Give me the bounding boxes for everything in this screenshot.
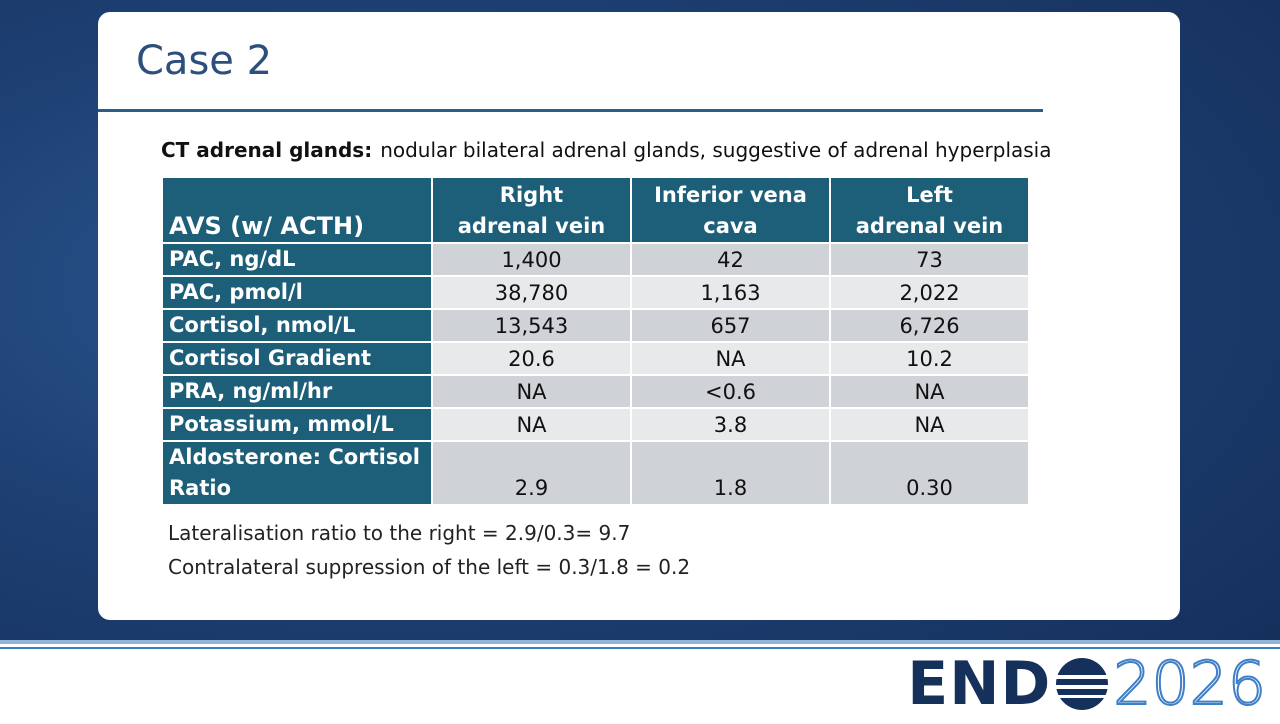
- header-row: AVS (w/ ACTH) Right adrenal vein Inferior v…: [161, 176, 1030, 244]
- cell: 2,022: [829, 275, 1030, 310]
- logo-year: 2026: [1112, 648, 1267, 720]
- note-line: Lateralisation ratio to the right = 2.9/…: [168, 521, 631, 545]
- header-cell: Left adrenal vein: [829, 176, 1030, 244]
- cell: 73: [829, 242, 1030, 277]
- logo-globe: [1053, 658, 1112, 710]
- row-label: Aldosterone: Cortisol Ratio: [161, 440, 433, 506]
- title-rule: [98, 109, 1043, 112]
- header-cell: Right adrenal vein: [431, 176, 632, 244]
- header-line: Right: [499, 183, 564, 207]
- header-cell: Inferior vena cava: [630, 176, 831, 244]
- logo: END 2026: [907, 648, 1267, 720]
- header-cell: AVS (w/ ACTH): [161, 176, 433, 244]
- header-line: cava: [703, 214, 758, 238]
- cell: 1.8: [630, 440, 831, 506]
- row-label: Cortisol Gradient: [161, 341, 433, 376]
- cell: NA: [630, 341, 831, 376]
- notes: Lateralisation ratio to the right = 2.9/…: [168, 516, 690, 584]
- slide-card: Case 2 CT adrenal glands: nodular bilater…: [98, 12, 1180, 620]
- slide-title: Case 2: [136, 38, 273, 84]
- table-row: PRA, ng/ml/hr NA <0.6 NA: [161, 374, 1030, 409]
- intro-label: CT adrenal glands:: [161, 138, 373, 162]
- cell: NA: [431, 374, 632, 409]
- cell: 1,400: [431, 242, 632, 277]
- table-body: PAC, ng/dL 1,400 42 73 PAC, pmol/l 38,780 1,16…: [161, 242, 1030, 506]
- cell: 13,543: [431, 308, 632, 343]
- intro-text: nodular bilateral adrenal glands, sugges…: [380, 138, 1052, 162]
- cell: NA: [829, 407, 1030, 442]
- row-label: PAC, ng/dL: [161, 242, 433, 277]
- intro: CT adrenal glands: nodular bilateral adre…: [161, 138, 1051, 162]
- header-line: Inferior vena: [654, 183, 807, 207]
- table-row: Aldosterone: Cortisol Ratio 2.9 1.8 0.30: [161, 440, 1030, 506]
- cell: 38,780: [431, 275, 632, 310]
- table-row: Potassium, mmol/L NA 3.8 NA: [161, 407, 1030, 442]
- table-row: PAC, ng/dL 1,400 42 73: [161, 242, 1030, 277]
- cell: 2.9: [431, 440, 632, 506]
- table-row: Cortisol Gradient 20.6 NA 10.2: [161, 341, 1030, 376]
- cell: NA: [829, 374, 1030, 409]
- cell: 42: [630, 242, 831, 277]
- row-label: PAC, pmol/l: [161, 275, 433, 310]
- cell: 6,726: [829, 308, 1030, 343]
- cell: 1,163: [630, 275, 831, 310]
- header-line: Left: [906, 183, 953, 207]
- note-line: Contralateral suppression of the left = …: [168, 555, 691, 579]
- cell: 10.2: [829, 341, 1030, 376]
- row-label: Potassium, mmol/L: [161, 407, 433, 442]
- cell: 0.30: [829, 440, 1030, 506]
- row-label: PRA, ng/ml/hr: [161, 374, 433, 409]
- row-label: Cortisol, nmol/L: [161, 308, 433, 343]
- cell: 20.6: [431, 341, 632, 376]
- logo-name: END: [907, 649, 1052, 719]
- cell: 657: [630, 308, 831, 343]
- table-row: PAC, pmol/l 38,780 1,163 2,022: [161, 275, 1030, 310]
- header-line: adrenal vein: [855, 214, 1004, 238]
- cell: <0.6: [630, 374, 831, 409]
- avs-table: AVS (w/ ACTH) Right adrenal vein Inferior v…: [161, 176, 1030, 506]
- header-line: adrenal vein: [457, 214, 606, 238]
- cell: NA: [431, 407, 632, 442]
- header-line: AVS (w/ ACTH): [169, 212, 365, 240]
- table-row: Cortisol, nmol/L 13,543 657 6,726: [161, 308, 1030, 343]
- cell: 3.8: [630, 407, 831, 442]
